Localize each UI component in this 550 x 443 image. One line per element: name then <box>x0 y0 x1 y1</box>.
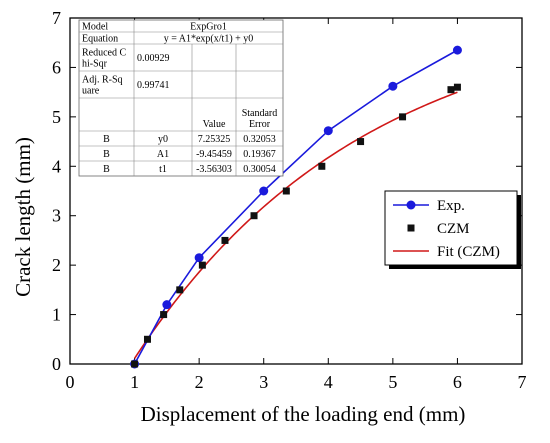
table-cell: y = A1*exp(x/t1) + y0 <box>164 34 254 45</box>
y-tick-label: 4 <box>52 156 61 176</box>
table-cell: ExpGro1 <box>190 22 227 33</box>
legend-marker <box>407 224 415 232</box>
table-cell: Reduced C <box>82 48 126 59</box>
table-cell: 0.32053 <box>243 134 276 145</box>
legend-marker <box>406 200 416 210</box>
table-cell: 0.19367 <box>243 149 276 160</box>
czm-point <box>318 162 326 170</box>
exp-point <box>452 45 462 55</box>
table-cell: B <box>103 134 110 145</box>
table-cell: 0.30054 <box>243 164 276 175</box>
y-tick-label: 3 <box>52 206 61 226</box>
table-cell: y0 <box>158 134 168 145</box>
czm-point <box>399 113 407 121</box>
czm-point <box>143 335 151 343</box>
plot-frame <box>69 17 523 365</box>
y-tick-label: 5 <box>52 107 61 127</box>
x-tick-label: 5 <box>388 372 397 392</box>
x-tick-label: 6 <box>453 372 462 392</box>
y-tick-label: 6 <box>52 57 61 77</box>
legend-label: CZM <box>437 221 470 237</box>
czm-point <box>131 360 139 368</box>
czm-point <box>357 138 365 146</box>
czm-point <box>282 187 290 195</box>
exp-point <box>194 253 204 263</box>
results-table: Model ExpGro1 Equation y = A1*exp(x/t1) + y… <box>78 19 284 177</box>
x-tick-label: 0 <box>66 372 75 392</box>
table-cell: 0.00929 <box>137 53 170 64</box>
exp-point <box>388 81 398 91</box>
table-cell: Standard <box>242 108 278 119</box>
table-cell: hi-Sqr <box>82 59 108 70</box>
table-cell: B <box>103 164 110 175</box>
y-tick-label: 1 <box>52 305 61 325</box>
table-cell: Model <box>82 22 108 33</box>
exp-point <box>323 126 333 136</box>
exp-point <box>259 186 269 196</box>
czm-point <box>250 212 258 220</box>
table-cell: t1 <box>159 164 167 175</box>
table-cell: A1 <box>157 149 169 160</box>
exp-point <box>162 300 172 310</box>
czm-point <box>221 236 229 244</box>
table-cell: uare <box>82 86 100 97</box>
x-tick-label: 1 <box>130 372 139 392</box>
y-tick-label: 2 <box>52 255 61 275</box>
czm-point <box>160 311 168 319</box>
table-cell: 7.25325 <box>198 134 231 145</box>
czm-point <box>176 286 184 294</box>
table-cell: -9.45459 <box>196 149 232 160</box>
table-cell: -3.56303 <box>196 164 232 175</box>
legend-label: Fit (CZM) <box>437 244 500 260</box>
legend: Exp. CZM Fit (CZM) <box>384 190 521 269</box>
table-cell: Error <box>249 119 271 130</box>
czm-point <box>198 261 206 269</box>
x-tick-label: 4 <box>324 372 333 392</box>
table-cell: Equation <box>82 34 118 45</box>
x-tick-label: 2 <box>195 372 204 392</box>
y-tick-label: 0 <box>52 354 61 374</box>
y-tick-label: 7 <box>52 8 61 28</box>
legend-label: Exp. <box>437 198 465 214</box>
table-cell: Adj. R-Sq <box>82 75 123 86</box>
table-cell: 0.99741 <box>137 80 170 91</box>
x-tick-label: 3 <box>259 372 268 392</box>
y-axis-title: Crack length (mm) <box>11 137 35 297</box>
x-axis-title: Displacement of the loading end (mm) <box>141 402 466 426</box>
table-cell: B <box>103 149 110 160</box>
czm-point <box>447 86 455 94</box>
czm-point <box>453 83 461 91</box>
x-tick-label: 7 <box>518 372 527 392</box>
table-cell: Value <box>203 119 226 130</box>
